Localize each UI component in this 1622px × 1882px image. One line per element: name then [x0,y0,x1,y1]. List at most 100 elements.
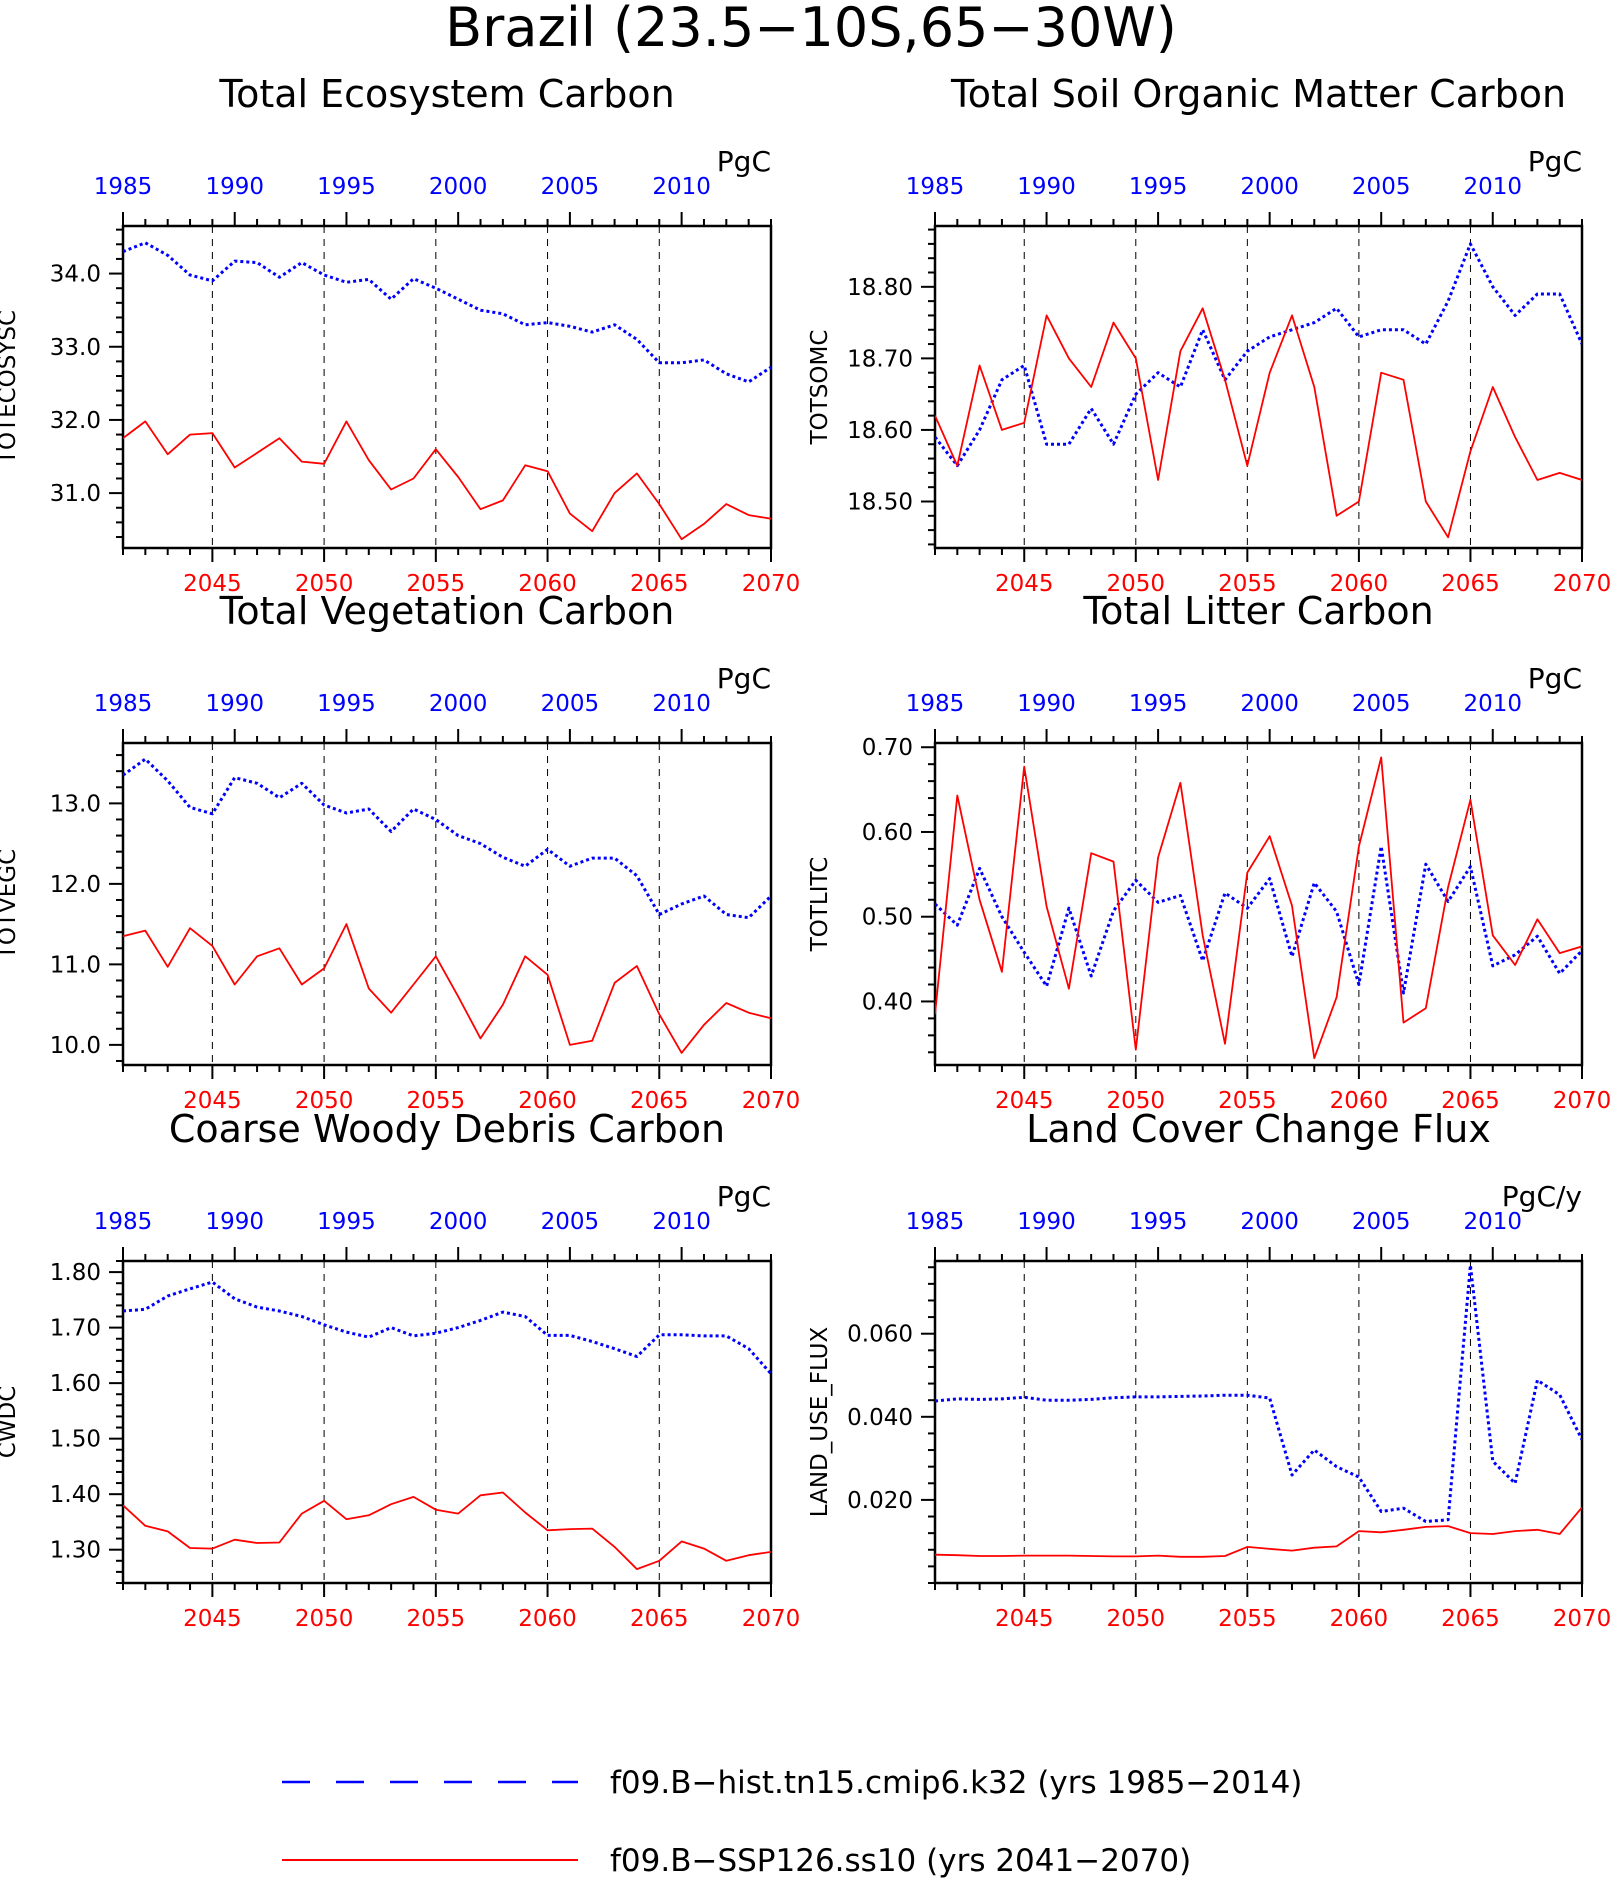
x-tick-label-bottom: 2050 [1107,1606,1166,1632]
x-tick-label-bottom: 2065 [630,571,689,597]
y-tick-label: 31.0 [50,481,101,507]
y-axis-label: LAND_USE_FLUX [807,1327,833,1518]
plot-frame [121,224,773,550]
y-axis-label: TOTECOSYSC [0,310,21,465]
x-tick-label-bottom: 2065 [1441,571,1500,597]
units-label: PgC [717,1180,771,1213]
y-tick-label: 13.0 [50,791,101,817]
units-label: PgC/y [1502,1180,1582,1213]
x-tick-label-top: 2000 [1240,1209,1299,1235]
y-tick-label: 0.70 [862,735,913,761]
series-line-hist [935,242,1582,468]
units-label: PgC [717,662,771,695]
x-tick-label-top: 2005 [1352,174,1411,200]
y-tick-label: 18.80 [847,275,913,301]
y-tick-label: 34.0 [50,262,101,288]
y-tick-label: 0.60 [862,820,913,846]
y-tick-label: 12.0 [50,872,101,898]
x-tick-label-bottom: 2050 [295,571,354,597]
series-line-ssp [123,420,771,541]
x-tick-label-bottom: 2070 [1553,1606,1612,1632]
x-tick-label-bottom: 2050 [295,1606,354,1632]
x-tick-label-top: 2000 [429,1209,488,1235]
y-axis-label: TOTLITC [807,857,833,953]
y-tick-label: 18.70 [847,346,913,372]
x-tick-label-top: 1990 [205,174,264,200]
y-tick-label: 1.50 [50,1427,101,1453]
x-tick-label-bottom: 2065 [1441,1088,1500,1114]
x-tick-label-bottom: 2070 [742,571,801,597]
plot-frame [121,1259,773,1585]
x-tick-label-bottom: 2055 [1218,1606,1277,1632]
units-label: PgC [1528,145,1582,178]
x-tick-label-bottom: 2050 [1107,1088,1166,1114]
x-tick-label-bottom: 2070 [1553,1088,1612,1114]
x-tick-label-top: 2000 [429,691,488,717]
x-tick-label-bottom: 2060 [1330,1088,1389,1114]
x-tick-label-bottom: 2060 [518,1606,577,1632]
x-tick-label-bottom: 2055 [407,1088,466,1114]
x-tick-label-bottom: 2050 [1107,571,1166,597]
series-line-hist [123,241,771,384]
series-line-hist [123,1280,771,1375]
x-tick-label-bottom: 2060 [1330,571,1389,597]
series-line-ssp [123,1491,771,1570]
x-tick-label-top: 2005 [541,1209,600,1235]
panel-title: Total Soil Organic Matter Carbon [950,72,1566,116]
x-tick-label-top: 1995 [1129,174,1188,200]
chart-panel-6: Land Cover Change Flux 2045 2050 2055 2060 20… [807,1107,1611,1632]
x-tick-label-top: 2010 [652,691,711,717]
series-line-hist [123,757,771,920]
y-axis-label: CWDC [0,1386,21,1459]
y-tick-label: 0.40 [862,989,913,1015]
y-tick-label: 32.0 [50,408,101,434]
x-tick-label-top: 2000 [1240,691,1299,717]
x-tick-label-top: 2010 [1463,174,1522,200]
x-tick-label-top: 2010 [652,174,711,200]
x-tick-label-bottom: 2055 [1218,1088,1277,1114]
y-tick-label: 0.50 [862,905,913,931]
x-tick-label-top: 1985 [94,1209,153,1235]
x-tick-label-top: 2010 [1463,1209,1522,1235]
y-tick-label: 1.40 [50,1482,101,1508]
y-tick-label: 0.060 [847,1322,913,1348]
y-tick-label: 1.70 [50,1316,101,1342]
panel-title: Total Ecosystem Carbon [218,72,674,116]
y-axis-label: TOTVEGC [0,849,21,960]
y-tick-label: 11.0 [50,952,101,978]
series-line-ssp [123,923,771,1054]
panel-title: Total Vegetation Carbon [219,589,675,633]
x-tick-label-top: 1995 [317,691,376,717]
series-line-ssp [935,307,1582,539]
panel-title: Land Cover Change Flux [1026,1107,1491,1151]
x-tick-label-top: 1985 [94,174,153,200]
x-tick-label-bottom: 2045 [995,1088,1054,1114]
y-tick-label: 0.020 [847,1488,913,1514]
series-line-ssp [935,756,1582,1060]
plot-frame [121,741,773,1067]
x-tick-label-top: 1990 [205,691,264,717]
y-axis-label: TOTSOMC [807,330,833,446]
x-tick-label-bottom: 2070 [742,1606,801,1632]
panel-title: Total Litter Carbon [1082,589,1433,633]
chart-panel-1: Total Ecosystem Carbon 2045 2050 2055 2060 20… [0,72,800,597]
x-tick-label-bottom: 2045 [995,571,1054,597]
x-tick-label-top: 2005 [541,691,600,717]
x-tick-label-bottom: 2070 [742,1088,801,1114]
x-tick-label-top: 1990 [1017,1209,1076,1235]
units-label: PgC [717,145,771,178]
y-tick-label: 10.0 [50,1033,101,1059]
x-tick-label-top: 2000 [429,174,488,200]
x-tick-label-top: 2005 [541,174,600,200]
x-tick-label-bottom: 2045 [995,1606,1054,1632]
x-tick-label-top: 1990 [205,1209,264,1235]
series-line-hist [935,1263,1582,1523]
series-line-ssp [935,1506,1582,1558]
legend-label-hist: f09.B−hist.tn15.cmip6.k32 (yrs 1985−2014… [610,1765,1302,1801]
chart-panel-4: Total Litter Carbon 2045 2050 2055 2060 2065 2… [807,589,1611,1114]
chart-panel-2: Total Soil Organic Matter Carbon 2045 2050… [807,72,1611,597]
x-tick-label-bottom: 2045 [183,571,242,597]
chart-panel-5: Coarse Woody Debris Carbon 2045 2050 2055 20… [0,1107,800,1632]
x-tick-label-bottom: 2055 [1218,571,1277,597]
